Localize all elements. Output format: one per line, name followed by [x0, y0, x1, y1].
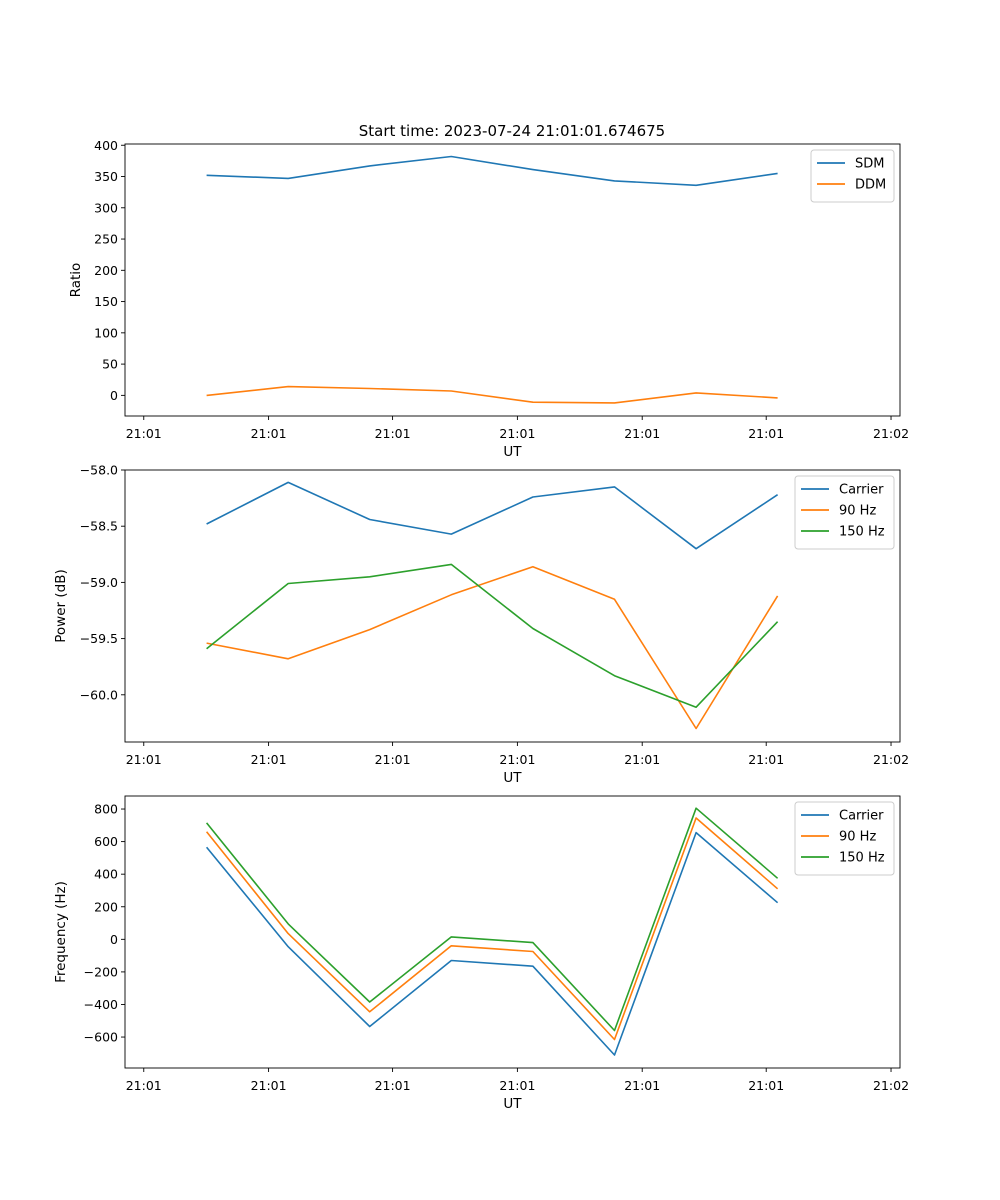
chart-panel-3: −600 −400 −200 0 200 400 600 800 21:01 21:01 21:01…: [53, 795, 909, 1112]
x-tick-label: 21:01: [499, 752, 535, 767]
series-line-ddm: [206, 385, 778, 404]
chart-panel-2: −60.0 −59.5 −59.0 −58.5 −58.0 21:01 21:01 21:01…: [53, 463, 909, 787]
y-tick-label: −59.5: [80, 631, 118, 646]
y-tick-label: 100: [94, 325, 118, 340]
series-line-sdm: [206, 155, 778, 187]
figure-title: Start time: 2023-07-24 21:01:01.674675: [359, 122, 665, 140]
x-axis-label: UT: [503, 1096, 522, 1112]
x-tick-label: 21:01: [748, 1078, 784, 1093]
x-tick-label: 21:01: [126, 426, 162, 441]
x-tick-label: 21:01: [251, 1078, 287, 1093]
y-tick-label: 400: [94, 867, 118, 882]
y-tick-label: 200: [94, 263, 118, 278]
y-axis-label: Frequency (Hz): [53, 881, 69, 983]
y-tick-label: 50: [102, 357, 118, 372]
legend-label-150-hz: 150 Hz: [839, 851, 885, 866]
legend: SDM DDM: [810, 149, 895, 203]
series-line-150-hz: [205, 807, 779, 1032]
x-tick-label: 21:02: [873, 752, 909, 767]
y-tick-label: −59.0: [80, 575, 118, 590]
y-tick-label: 400: [94, 138, 118, 153]
y-tick-label: −58.5: [80, 519, 118, 534]
plot-frame: [124, 795, 901, 1069]
plot-frame: [124, 143, 901, 417]
x-tick-label: 21:01: [499, 1078, 535, 1093]
legend-label-150-hz: 150 Hz: [839, 525, 885, 540]
x-tick-label: 21:01: [251, 752, 287, 767]
chart-panel-1: 0 50 100 150 200 250 300 350 400 21:01 21:01 21:01 2…: [68, 138, 909, 460]
series-line-carrier: [205, 831, 779, 1056]
x-tick-label: 21:01: [624, 752, 660, 767]
y-tick-label: 150: [94, 294, 118, 309]
y-tick-label: 200: [94, 899, 118, 914]
series-line-90-hz: [205, 817, 779, 1041]
x-tick-label: 21:01: [748, 426, 784, 441]
legend-label-sdm: SDM: [855, 157, 884, 172]
legend-label-90-hz: 90 Hz: [839, 830, 876, 845]
x-tick-label: 21:01: [624, 1078, 660, 1093]
legend: Carrier 90 Hz 150 Hz: [794, 801, 895, 876]
plot-frame: [124, 469, 901, 743]
y-tick-label: 0: [110, 388, 118, 403]
x-axis-label: UT: [503, 444, 522, 460]
legend-label-ddm: DDM: [855, 178, 886, 193]
y-tick-label: −58.0: [80, 463, 118, 478]
y-tick-label: −200: [84, 964, 118, 979]
y-tick-label: 350: [94, 169, 118, 184]
legend-label-carrier: Carrier: [839, 483, 884, 498]
x-tick-label: 21:01: [126, 752, 162, 767]
x-tick-label: 21:01: [375, 752, 411, 767]
x-tick-label: 21:01: [624, 426, 660, 441]
legend-label-carrier: Carrier: [839, 809, 884, 824]
x-tick-label: 21:01: [375, 1078, 411, 1093]
x-tick-label: 21:01: [748, 752, 784, 767]
x-tick-label: 21:01: [251, 426, 287, 441]
x-tick-label: 21:01: [375, 426, 411, 441]
x-tick-label: 21:02: [873, 426, 909, 441]
y-axis-label: Power (dB): [53, 569, 69, 642]
series-line-150-hz: [206, 563, 779, 709]
x-axis-label: UT: [503, 770, 522, 786]
x-tick-label: 21:01: [126, 1078, 162, 1093]
y-tick-label: 800: [94, 802, 118, 817]
y-tick-label: 300: [94, 200, 118, 215]
y-tick-label: 600: [94, 834, 118, 849]
series-line-90-hz: [206, 565, 779, 730]
legend-label-90-hz: 90 Hz: [839, 504, 876, 519]
x-tick-label: 21:01: [499, 426, 535, 441]
y-tick-label: −400: [84, 997, 118, 1012]
y-tick-label: 0: [110, 932, 118, 947]
series-line-carrier: [206, 481, 779, 550]
y-tick-label: −600: [84, 1030, 118, 1045]
y-axis-label: Ratio: [68, 263, 84, 298]
x-tick-label: 21:02: [873, 1078, 909, 1093]
y-tick-label: −60.0: [80, 687, 118, 702]
legend: Carrier 90 Hz 150 Hz: [794, 475, 895, 550]
y-tick-label: 250: [94, 232, 118, 247]
